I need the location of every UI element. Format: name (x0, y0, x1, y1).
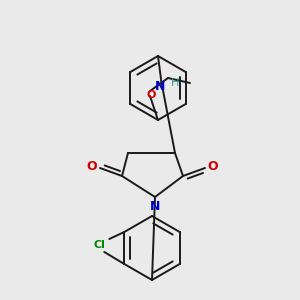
Text: N: N (150, 200, 160, 214)
Text: O: O (146, 90, 156, 100)
Text: O: O (208, 160, 218, 172)
Text: O: O (87, 160, 97, 172)
Text: Cl: Cl (93, 240, 105, 250)
Text: H: H (171, 78, 179, 88)
Text: N: N (155, 80, 165, 92)
